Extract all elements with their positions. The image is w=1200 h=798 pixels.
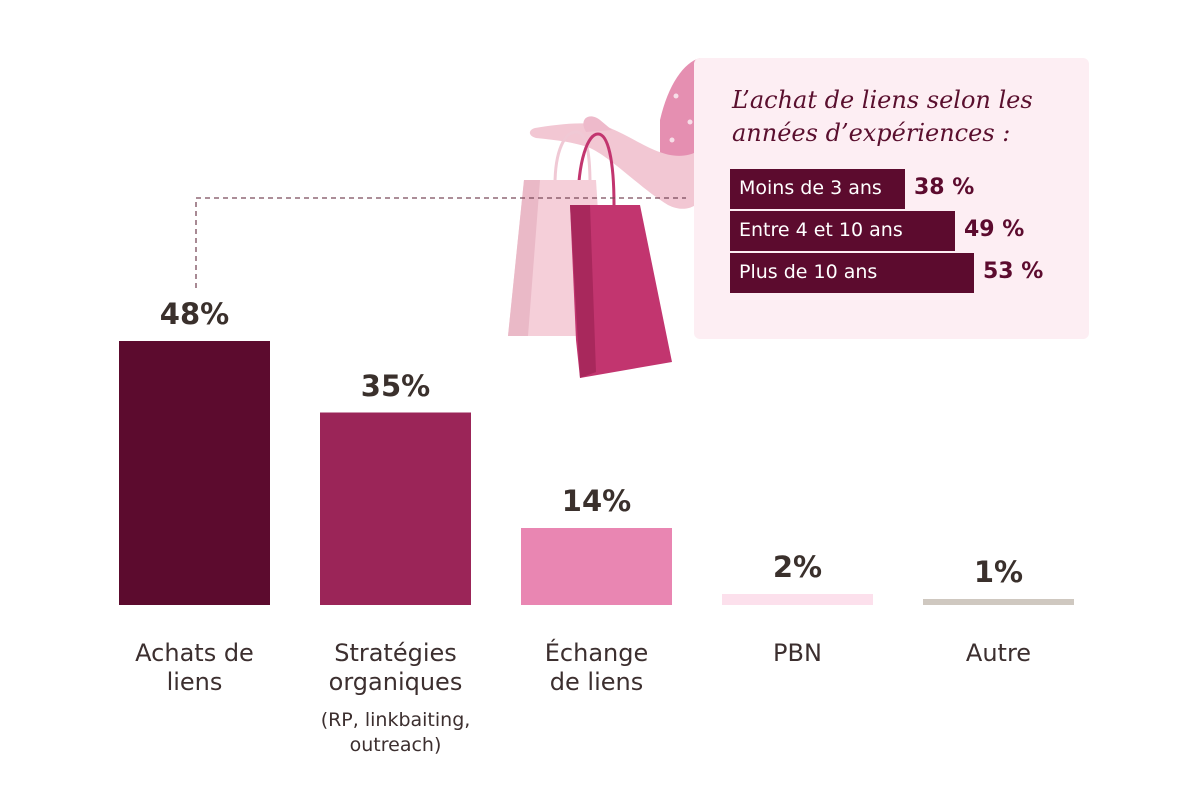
experience-label-0: Moins de 3 ans bbox=[739, 177, 882, 199]
panel-title: L’achat de liens selon les années d’expé… bbox=[732, 86, 1033, 147]
bar-4 bbox=[923, 599, 1074, 605]
experience-bar-0: Moins de 3 ans bbox=[730, 169, 905, 209]
value-label-2: 14% bbox=[561, 484, 632, 518]
category-label-0: Achats de liens bbox=[135, 639, 254, 696]
value-label-1: 35% bbox=[360, 368, 431, 403]
bars-group bbox=[119, 341, 1074, 605]
category-label-2: Échange de liens bbox=[544, 639, 649, 696]
experience-value-2: 53 % bbox=[983, 259, 1044, 284]
value-label-4: 1% bbox=[973, 555, 1024, 589]
shopping-bags-illustration bbox=[508, 58, 712, 378]
value-label-3: 2% bbox=[772, 550, 823, 584]
bar-1 bbox=[320, 412, 471, 605]
bar-0 bbox=[119, 341, 270, 605]
experience-label-1: Entre 4 et 10 ans bbox=[739, 219, 903, 241]
experience-value-0: 38 % bbox=[914, 175, 975, 200]
value-label-0: 48% bbox=[159, 297, 230, 331]
category-label-3: PBN bbox=[773, 639, 822, 667]
bar-3 bbox=[722, 594, 873, 605]
category-label-1: Stratégies organiques bbox=[328, 639, 463, 696]
experience-label-2: Plus de 10 ans bbox=[739, 261, 878, 283]
category-note-1: (RP, linkbaiting, outreach) bbox=[320, 709, 471, 756]
experience-panel: L’achat de liens selon les années d’expé… bbox=[694, 58, 1089, 339]
experience-bar-1: Entre 4 et 10 ans bbox=[730, 211, 955, 251]
bar-2 bbox=[521, 528, 672, 605]
experience-value-1: 49 % bbox=[964, 217, 1025, 242]
experience-bar-2: Plus de 10 ans bbox=[730, 253, 974, 293]
connector-line bbox=[195, 197, 686, 288]
category-label-4: Autre bbox=[965, 639, 1032, 667]
